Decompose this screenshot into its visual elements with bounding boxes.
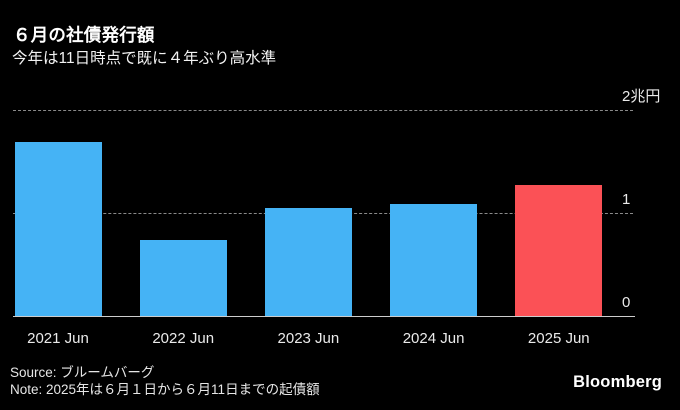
bar-2024-jun	[390, 204, 478, 316]
bloomberg-logo: Bloomberg	[573, 373, 662, 391]
chart-subtitle: 今年は11日時点で既に４年ぶり高水準	[12, 50, 277, 67]
source-line: Source: ブルームバーグ	[10, 365, 155, 380]
x-axis-tick-label: 2024 Jun	[402, 330, 465, 347]
bar-2025-jun	[515, 185, 603, 316]
gridline-0	[13, 316, 635, 317]
x-axis-tick-label: 2021 Jun	[27, 330, 89, 347]
x-axis-tick-label: 2022 Jun	[152, 330, 215, 347]
y-axis-tick-label: 0	[622, 294, 631, 311]
bar-2022-jun	[139, 240, 227, 316]
y-axis-tick-label: 1	[622, 191, 631, 208]
bar-2021-jun	[14, 142, 102, 316]
bar-2023-jun	[264, 208, 352, 316]
gridline-2	[13, 110, 633, 111]
x-axis-tick-label: 2025 Jun	[527, 330, 590, 347]
chart-title: ６月の社債発行額	[13, 25, 155, 45]
y-axis-tick-label: 2兆円	[622, 88, 661, 105]
note-line: Note: 2025年は６月１日から６月11日までの起債額	[10, 382, 320, 397]
x-axis-tick-label: 2023 Jun	[277, 330, 340, 347]
